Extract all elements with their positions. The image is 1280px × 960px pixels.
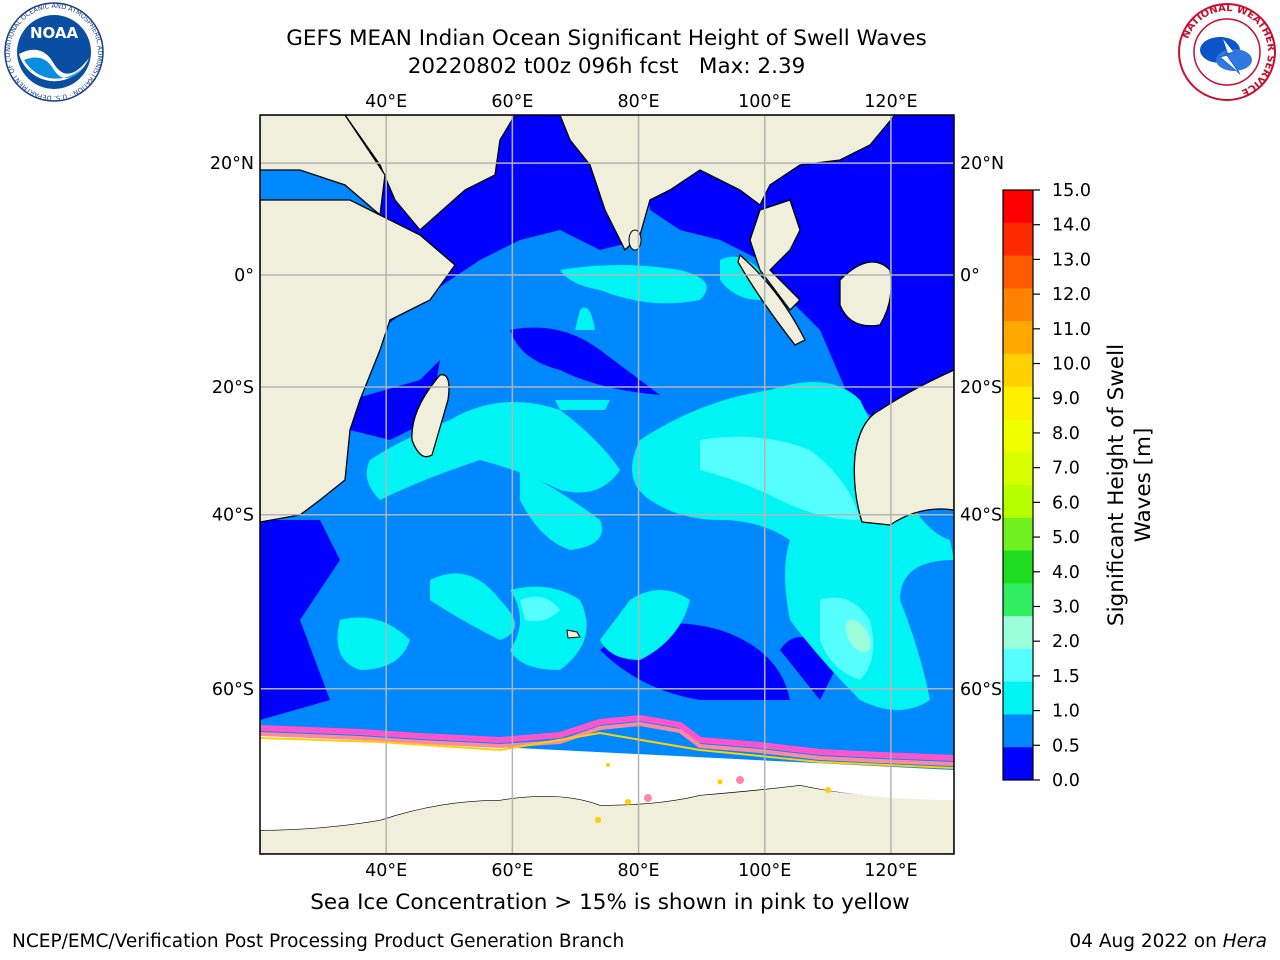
colorbar-tick-label: 4.0 (1052, 563, 1080, 583)
lat-label-left: 20°N (210, 154, 254, 174)
colorbar-swatches (1003, 190, 1033, 781)
lon-label-bottom: 60°E (491, 861, 533, 881)
lat-label-right: 20°S (960, 378, 1002, 398)
colorbar-tick-label: 15.0 (1052, 181, 1091, 201)
map-frame (259, 114, 955, 855)
colorbar-swatch (1003, 485, 1033, 519)
colorbar-frame (1002, 189, 1034, 781)
map-tick-labels: 40°E 40°E 60°E 60°E 80°E 80°E 100°E 100°E 120°E 1… (210, 92, 1004, 881)
lon-label-top: 80°E (618, 92, 660, 112)
colorbar-swatch (1003, 452, 1033, 486)
lon-label-top: 100°E (738, 92, 791, 112)
chart-title: GEFS MEAN Indian Ocean Significant Heigh… (286, 26, 927, 51)
colorbar-tick-label: 6.0 (1052, 493, 1080, 513)
colorbar-swatch (1003, 648, 1033, 683)
lat-label-right: 20°N (960, 154, 1004, 174)
lat-label-left: 0° (234, 266, 254, 286)
colorbar-tick-label: 10.0 (1052, 355, 1091, 375)
chart-subtitle: 20220802 t00z 096h fcst Max: 2.39 (407, 54, 806, 79)
high-swell-regions (520, 436, 874, 680)
map-grid (260, 115, 954, 854)
lon-label-top: 120°E (864, 92, 917, 112)
lat-label-right: 60°S (960, 680, 1002, 700)
colorbar-swatch (1003, 714, 1033, 748)
kerguelen-island (566, 629, 581, 639)
colorbar-tick-label: 1.0 (1052, 702, 1080, 722)
colorbar-swatch (1003, 222, 1033, 257)
lat-label-right: 0° (960, 266, 980, 286)
sea-ice (260, 714, 954, 830)
lon-label-top: 40°E (365, 92, 407, 112)
colorbar-tick-label: 8.0 (1052, 424, 1080, 444)
nws-logo: NATIONAL WEATHER SERVICE (1178, 3, 1276, 101)
lon-label-bottom: 120°E (864, 861, 917, 881)
colorbar-tick-label: 13.0 (1052, 250, 1091, 270)
lon-label-bottom: 100°E (738, 861, 791, 881)
lat-label-left: 60°S (212, 680, 254, 700)
colorbar-swatch (1003, 681, 1033, 715)
peak-swell-region (845, 619, 871, 653)
colorbar-tick-label: 14.0 (1052, 216, 1091, 236)
colorbar-swatch (1003, 255, 1033, 289)
colorbar-swatch (1003, 550, 1033, 584)
colorbar-tick-label: 0.5 (1052, 736, 1080, 756)
lon-label-top: 60°E (491, 92, 533, 112)
colorbar-tick-label: 1.5 (1052, 667, 1080, 687)
colorbar-swatch (1003, 190, 1033, 224)
colorbar-ticks: 15.0 14.0 13.0 12.0 11.0 10.0 9.0 8.0 7.0 6.0 5.0 4… (1033, 181, 1091, 791)
lat-label-right: 40°S (960, 506, 1002, 526)
colorbar-swatch (1003, 517, 1033, 552)
colorbar-tick-label: 7.0 (1052, 459, 1080, 479)
colorbar-swatch (1003, 353, 1033, 388)
colorbar-tick-label: 11.0 (1052, 320, 1091, 340)
map-field (260, 115, 954, 854)
colorbar-tick-label: 9.0 (1052, 389, 1080, 409)
noaa-logo-text: NOAA (30, 24, 79, 42)
footer-date: 04 Aug 2022 on Hera (1069, 931, 1267, 952)
footer-host: Hera (1222, 931, 1267, 952)
lon-label-bottom: 80°E (618, 861, 660, 881)
sea-ice-caption: Sea Ice Concentration > 15% is shown in … (310, 890, 910, 915)
colorbar-tick-label: 3.0 (1052, 597, 1080, 617)
footer-date-text: 04 Aug 2022 on (1069, 931, 1217, 952)
colorbar-swatch (1003, 747, 1033, 781)
noaa-logo: NATIONAL OCEANIC AND ATMOSPHERIC ADMINIS… (2, 2, 104, 102)
colorbar-tick-label: 5.0 (1052, 528, 1080, 548)
colorbar-label-line1: Significant Height of Swell (1104, 344, 1129, 626)
footer-branch: NCEP/EMC/Verification Post Processing Pr… (12, 931, 625, 952)
colorbar-swatch (1003, 288, 1033, 322)
colorbar-swatch (1003, 321, 1033, 355)
colorbar-swatch (1003, 616, 1033, 650)
colorbar-swatch (1003, 583, 1033, 617)
colorbar-tick-label: 2.0 (1052, 632, 1080, 652)
lat-label-left: 20°S (212, 378, 254, 398)
colorbar-label-line2: Waves [m] (1131, 428, 1156, 543)
colorbar-tick-label: 0.0 (1052, 771, 1080, 791)
lon-label-bottom: 40°E (365, 861, 407, 881)
colorbar-swatch (1003, 386, 1033, 420)
lat-label-left: 40°S (212, 506, 254, 526)
colorbar-tick-label: 12.0 (1052, 285, 1091, 305)
colorbar-swatch (1003, 419, 1033, 453)
